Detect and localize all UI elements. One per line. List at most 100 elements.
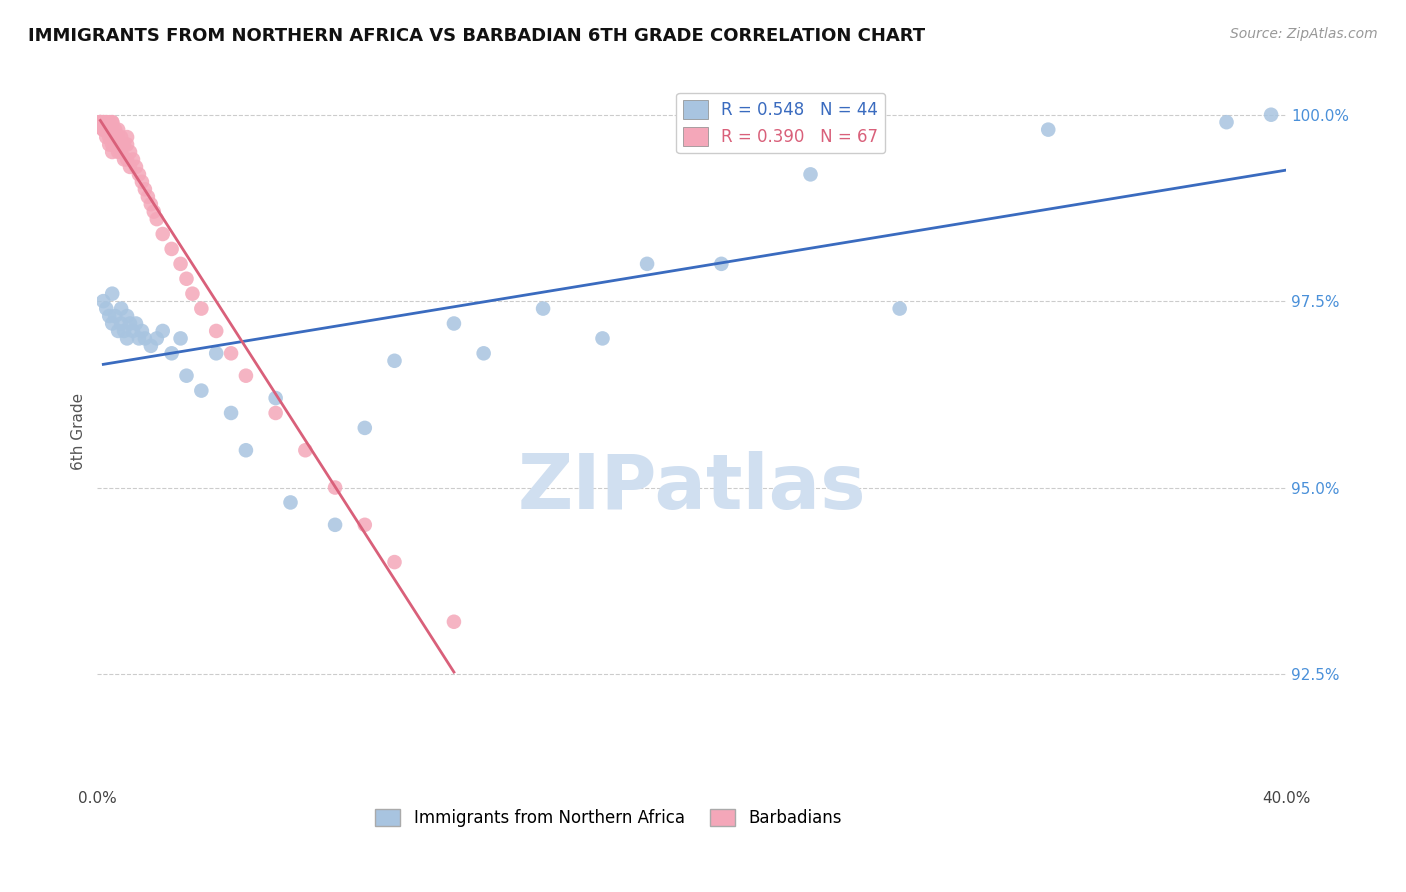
Point — [152, 227, 174, 241]
Point — [122, 324, 145, 338]
Point — [98, 309, 121, 323]
Point — [101, 286, 124, 301]
Point — [110, 301, 132, 316]
Text: Source: ZipAtlas.com: Source: ZipAtlas.com — [1230, 27, 1378, 41]
Legend: Immigrants from Northern Africa, Barbadians: Immigrants from Northern Africa, Barbadi… — [368, 803, 848, 834]
Point — [91, 294, 114, 309]
Point — [96, 130, 118, 145]
Point — [384, 353, 406, 368]
Point — [1038, 122, 1060, 136]
Point — [91, 115, 114, 129]
Point — [472, 346, 495, 360]
Point — [169, 331, 191, 345]
Point — [104, 122, 127, 136]
Point — [91, 115, 114, 129]
Point — [146, 212, 169, 227]
Point — [112, 153, 135, 167]
Point — [110, 137, 132, 152]
Point — [104, 309, 127, 323]
Point — [125, 317, 148, 331]
Point — [169, 257, 191, 271]
Point — [107, 145, 129, 159]
Point — [636, 257, 658, 271]
Point — [89, 115, 111, 129]
Point — [125, 160, 148, 174]
Point — [264, 391, 287, 405]
Point — [134, 182, 156, 196]
Point — [799, 167, 821, 181]
Point — [160, 242, 183, 256]
Point — [101, 145, 124, 159]
Point — [98, 130, 121, 145]
Point — [142, 204, 165, 219]
Point — [190, 301, 212, 316]
Point — [235, 368, 257, 383]
Point — [1260, 108, 1282, 122]
Point — [190, 384, 212, 398]
Point — [101, 317, 124, 331]
Point — [98, 137, 121, 152]
Point — [294, 443, 316, 458]
Point — [219, 346, 242, 360]
Point — [531, 301, 554, 316]
Point — [110, 145, 132, 159]
Point — [110, 130, 132, 145]
Point — [889, 301, 911, 316]
Point — [205, 346, 228, 360]
Point — [96, 301, 118, 316]
Point — [131, 175, 153, 189]
Point — [91, 122, 114, 136]
Point — [118, 160, 141, 174]
Point — [146, 331, 169, 345]
Point — [96, 115, 118, 129]
Point — [107, 137, 129, 152]
Point — [89, 115, 111, 129]
Point — [98, 115, 121, 129]
Point — [443, 615, 465, 629]
Point — [323, 481, 346, 495]
Point — [152, 324, 174, 338]
Point — [104, 130, 127, 145]
Point — [181, 286, 204, 301]
Point — [115, 137, 138, 152]
Point — [115, 130, 138, 145]
Text: ZIPatlas: ZIPatlas — [517, 451, 866, 525]
Point — [134, 331, 156, 345]
Point — [139, 339, 162, 353]
Point — [96, 122, 118, 136]
Point — [101, 115, 124, 129]
Point — [128, 167, 150, 181]
Point — [118, 317, 141, 331]
Point — [89, 115, 111, 129]
Point — [110, 317, 132, 331]
Point — [136, 190, 159, 204]
Point — [122, 153, 145, 167]
Point — [91, 115, 114, 129]
Point — [115, 309, 138, 323]
Point — [176, 272, 198, 286]
Point — [96, 122, 118, 136]
Point — [219, 406, 242, 420]
Point — [353, 421, 375, 435]
Point — [98, 122, 121, 136]
Point — [89, 115, 111, 129]
Point — [280, 495, 302, 509]
Point — [235, 443, 257, 458]
Point — [107, 130, 129, 145]
Point — [353, 517, 375, 532]
Point — [139, 197, 162, 211]
Point — [131, 324, 153, 338]
Point — [115, 331, 138, 345]
Point — [118, 145, 141, 159]
Point — [104, 137, 127, 152]
Point — [115, 153, 138, 167]
Point — [443, 317, 465, 331]
Point — [101, 137, 124, 152]
Point — [384, 555, 406, 569]
Point — [1215, 115, 1237, 129]
Point — [112, 324, 135, 338]
Point — [91, 122, 114, 136]
Point — [710, 257, 733, 271]
Point — [96, 115, 118, 129]
Point — [205, 324, 228, 338]
